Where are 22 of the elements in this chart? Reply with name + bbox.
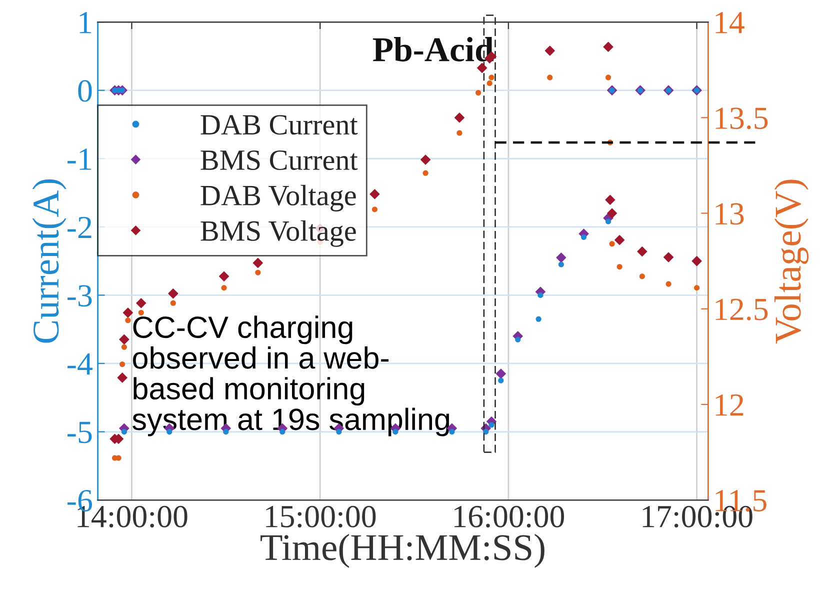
y-tick-label: -3 xyxy=(68,285,92,307)
y2-tick-label: 13 xyxy=(716,203,744,225)
x-axis-title: Time(HH:MM:SS) xyxy=(260,534,544,568)
y-tick-label: -2 xyxy=(68,216,92,238)
y2-tick-label: 14 xyxy=(716,12,744,34)
legend-label: BMS Current xyxy=(200,150,358,170)
y2-tick-label: 12 xyxy=(716,394,744,416)
y-tick-label: 1 xyxy=(80,12,92,34)
legend-label: DAB Voltage xyxy=(200,184,356,212)
y-tick-label: -5 xyxy=(68,422,92,444)
y2-tick-label: 13.5 xyxy=(716,108,768,130)
legend-label: BMS Voltage xyxy=(200,220,356,247)
legend-label: DAB Current xyxy=(200,115,358,135)
y-axis-title: Current(A) xyxy=(32,179,66,343)
y-tick-label: -4 xyxy=(68,354,92,375)
y2-axis-title: Voltage(V) xyxy=(774,180,809,344)
annotation: Pb-Acid xyxy=(372,37,494,62)
y-tick-label: -1 xyxy=(68,148,92,170)
y2-tick-label: 12.5 xyxy=(716,298,768,320)
x-tick-label: 15:00:00 xyxy=(266,506,376,528)
y-tick-label: 0 xyxy=(78,80,92,102)
x-tick-label: 16:00:00 xyxy=(454,506,564,528)
